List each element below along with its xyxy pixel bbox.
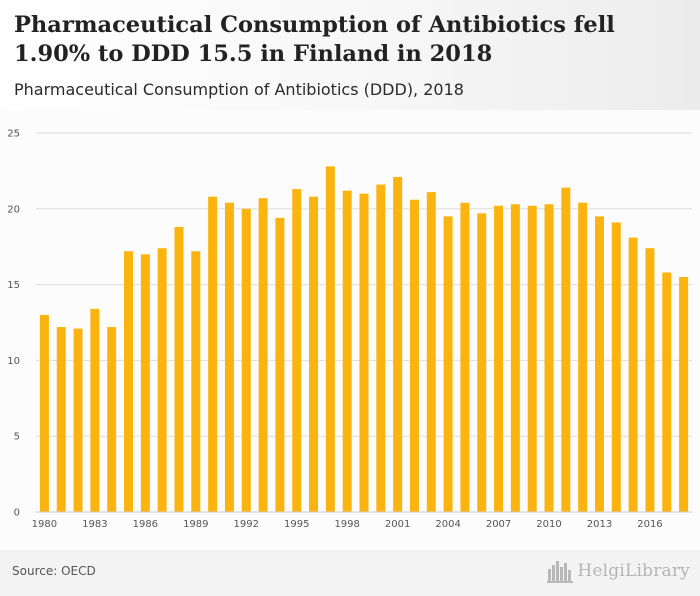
bar-2012 (578, 202, 588, 512)
x-tick-label: 1998 (334, 519, 359, 530)
bar-2010 (544, 204, 554, 512)
page-title: Pharmaceutical Consumption of Antibiotic… (14, 12, 615, 67)
bar-2008 (510, 204, 520, 512)
bar-2000 (376, 184, 386, 512)
bar-2006 (477, 213, 487, 512)
x-tick-label: 1989 (183, 519, 208, 530)
x-tick-label: 1995 (284, 519, 309, 530)
bar-1991 (224, 202, 234, 512)
source-label: Source: OECD (12, 564, 96, 578)
bar-chart: 0 5 10 15 20 25 1980 1983 1986 1989 1992 1995 1998 20… (7, 129, 692, 530)
x-tick-label: 1992 (234, 519, 259, 530)
bar-1989 (191, 251, 201, 512)
y-tick-label: 10 (7, 356, 20, 367)
bar-1996 (309, 196, 319, 513)
bar-2011 (561, 187, 571, 512)
bar-1984 (107, 327, 117, 512)
bar-2013 (594, 216, 604, 512)
bar-1999 (359, 193, 369, 512)
x-tick-label: 2016 (637, 519, 662, 530)
bar-1993 (258, 198, 268, 512)
bar-2015 (628, 237, 638, 512)
x-tick-label: 2010 (536, 519, 561, 530)
bar-1998 (342, 190, 352, 513)
bar-1988 (174, 226, 184, 512)
bar-1995 (292, 189, 302, 512)
bar-2002 (409, 199, 419, 512)
y-tick-label: 0 (14, 508, 20, 519)
bar-1985 (124, 251, 134, 512)
footer: Source: OECD HelgiLibrary (0, 550, 700, 596)
y-tick-label: 25 (7, 129, 20, 140)
x-tick-label: 1980 (32, 519, 57, 530)
x-tick-label: 2001 (385, 519, 410, 530)
bar-1981 (56, 327, 66, 512)
bar-2003 (426, 192, 436, 512)
bar-1986 (140, 254, 150, 512)
bar-1983 (90, 308, 100, 512)
logo-text: HelgiLibrary (577, 561, 690, 581)
bar-2005 (460, 202, 470, 512)
x-tick-label: 1986 (133, 519, 158, 530)
x-tick-label: 2013 (587, 519, 612, 530)
bar-2014 (611, 222, 621, 512)
bar-1982 (73, 328, 83, 512)
bar-2007 (494, 205, 504, 512)
bar-1980 (39, 314, 49, 512)
bar-1994 (275, 217, 285, 512)
bar-1987 (157, 248, 167, 512)
bar-2004 (443, 216, 453, 512)
city-skyline-icon (547, 561, 574, 583)
chart-subtitle: Pharmaceutical Consumption of Antibiotic… (14, 80, 464, 99)
header: Pharmaceutical Consumption of Antibiotic… (0, 0, 700, 110)
bar-2017 (662, 272, 672, 512)
helgilibrary-logo[interactable]: HelgiLibrary (547, 559, 690, 583)
y-tick-label: 5 (14, 432, 20, 443)
chart-area: 0 5 10 15 20 25 1980 1983 1986 1989 1992 1995 1998 20… (0, 110, 700, 550)
bar-1992 (241, 208, 251, 513)
bar-1997 (325, 166, 335, 512)
bar-2009 (527, 205, 537, 512)
x-tick-label: 2004 (435, 519, 460, 530)
y-tick-label: 15 (7, 280, 20, 291)
x-tick-label: 2007 (486, 519, 511, 530)
bar-2001 (393, 176, 403, 512)
bar-1990 (208, 196, 218, 513)
bar-2016 (645, 248, 655, 512)
y-tick-label: 20 (7, 204, 20, 215)
x-tick-label: 1983 (82, 519, 107, 530)
bar-2018 (679, 277, 689, 512)
